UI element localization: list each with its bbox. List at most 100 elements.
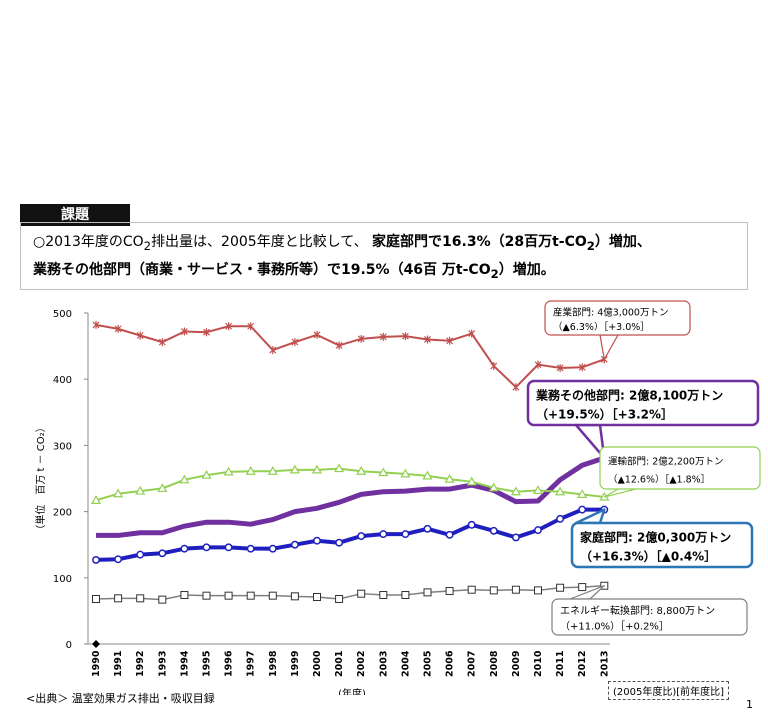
data-point-household [534,526,542,535]
callout-title-energy: エネルギー転換部門: 8,800万トン [560,604,715,617]
data-point-transport [113,488,124,498]
summary-text: ○2013年度のCO [33,234,144,250]
data-point-transport [400,468,411,478]
data-point-energy [224,591,233,600]
data-point-industry [401,332,409,341]
summary-box: ○2013年度のCO2排出量は、2005年度と比較して、 家庭部門で16.3%（… [20,222,748,290]
data-point-household [136,550,145,559]
summary-text: 排出量は、2005年度と比較して、 [151,234,368,250]
y-tick-label: 500 [53,309,72,320]
page-number: 1 [746,698,753,711]
data-point-household [423,524,432,533]
callout-change-transport: （▲12.6%）［▲1.8%］ [608,474,710,486]
x-tick-label: 2000 [312,650,323,677]
x-tick-label: 2001 [334,651,345,677]
y-tick-label: 400 [53,375,72,386]
data-point-energy [202,591,211,600]
data-point-energy [180,591,189,600]
data-point-transport [179,474,190,484]
callout-title-transport: 運輸部門: 2億2,200万トン [608,456,723,468]
series-line-business [96,455,606,538]
data-point-household [202,543,211,552]
data-point-household [180,544,189,553]
callout-pointer-industry [599,334,619,360]
x-tick-label: 2006 [445,650,456,677]
data-point-energy [290,592,299,601]
callout-title-industry: 産業部門: 4億3,000万トン [553,306,668,318]
x-tick-label: 2008 [489,650,500,677]
data-point-household [313,536,321,545]
data-point-transport [157,483,168,493]
summary-subscript: 2 [490,266,499,281]
x-tick-label: 1997 [246,651,257,677]
data-point-household [467,520,476,529]
data-point-household [268,544,277,553]
summary-line-2: 業務その他部門（商業・サービス・事務所等）で19.5%（46百 万t-CO2）増… [33,258,735,286]
data-point-transport [488,482,499,492]
callout-box-household [570,521,754,569]
data-point-transport [378,467,389,477]
data-point-household [556,514,565,523]
data-point-household [92,555,100,564]
y-tick-label: 0 [66,640,72,651]
x-tick-label: 2002 [356,651,367,677]
x-tick-label: 1994 [179,650,190,677]
data-point-energy [511,585,520,594]
data-point-household [379,530,388,539]
data-point-household [158,549,167,558]
summary-highlight: 家庭部門で16.3%（28百万t-CO [372,234,587,250]
source-note: <出典＞ 温室効果ガス排出・吸収目録 [26,692,215,705]
data-point-energy [445,587,454,596]
x-tick-label: 2010 [533,650,544,677]
data-point-industry [247,322,255,331]
origin-marker [92,640,100,648]
data-point-energy [313,592,321,601]
data-point-household [246,544,255,553]
data-point-transport [90,495,102,504]
data-point-household [445,530,454,539]
data-point-industry [225,322,233,331]
data-point-industry [490,361,498,370]
data-point-industry [269,346,277,355]
data-point-household [489,526,498,535]
x-tick-label: 2012 [577,651,588,677]
data-point-industry [357,334,365,343]
y-tick-label: 300 [53,441,72,452]
data-point-household [114,555,123,564]
data-point-energy [534,586,542,595]
data-point-industry [136,331,144,340]
x-tick-label: 2011 [555,651,566,677]
data-point-transport [201,469,212,479]
data-point-transport [245,466,256,475]
y-tick-label: 100 [53,574,72,585]
legend-note: (2005年度比)[前年度比] [608,681,730,700]
data-point-energy [268,591,277,600]
callout-title-business: 業務その他部門: 2億8,100万トン [535,387,723,402]
data-point-transport [135,485,146,495]
data-point-industry [291,338,299,347]
data-point-industry [534,360,542,369]
data-point-industry [424,335,431,344]
summary-highlight: ）増加、 [594,234,651,250]
x-tick-label: 1999 [290,651,301,677]
x-axis-label: (年度) [338,687,366,695]
summary-subscript: 2 [143,238,152,253]
data-point-industry [379,332,387,341]
callout-box-energy [551,598,748,636]
x-tick-label: 2005 [423,651,434,677]
data-point-industry [203,328,210,337]
data-point-energy [401,591,410,600]
summary-line-1: ○2013年度のCO2排出量は、2005年度と比較して、 家庭部門で16.3%（… [33,230,735,258]
series-line-transport [95,467,605,502]
summary-highlight: 業務その他部門（商業・サービス・事務所等）で19.5%（46百 万t-CO [33,261,491,278]
data-point-transport [422,470,433,480]
data-point-transport [466,476,477,486]
data-point-transport [444,473,455,483]
x-tick-label: 1992 [135,651,146,677]
data-point-household [224,543,233,552]
callout-change-industry: （▲6.3%）［+3.0%］ [553,321,650,333]
data-point-industry [556,363,564,372]
series-line-household [95,507,605,562]
data-point-industry [92,320,100,329]
callout-title-household: 家庭部門: 2億0,300万トン [580,529,731,544]
